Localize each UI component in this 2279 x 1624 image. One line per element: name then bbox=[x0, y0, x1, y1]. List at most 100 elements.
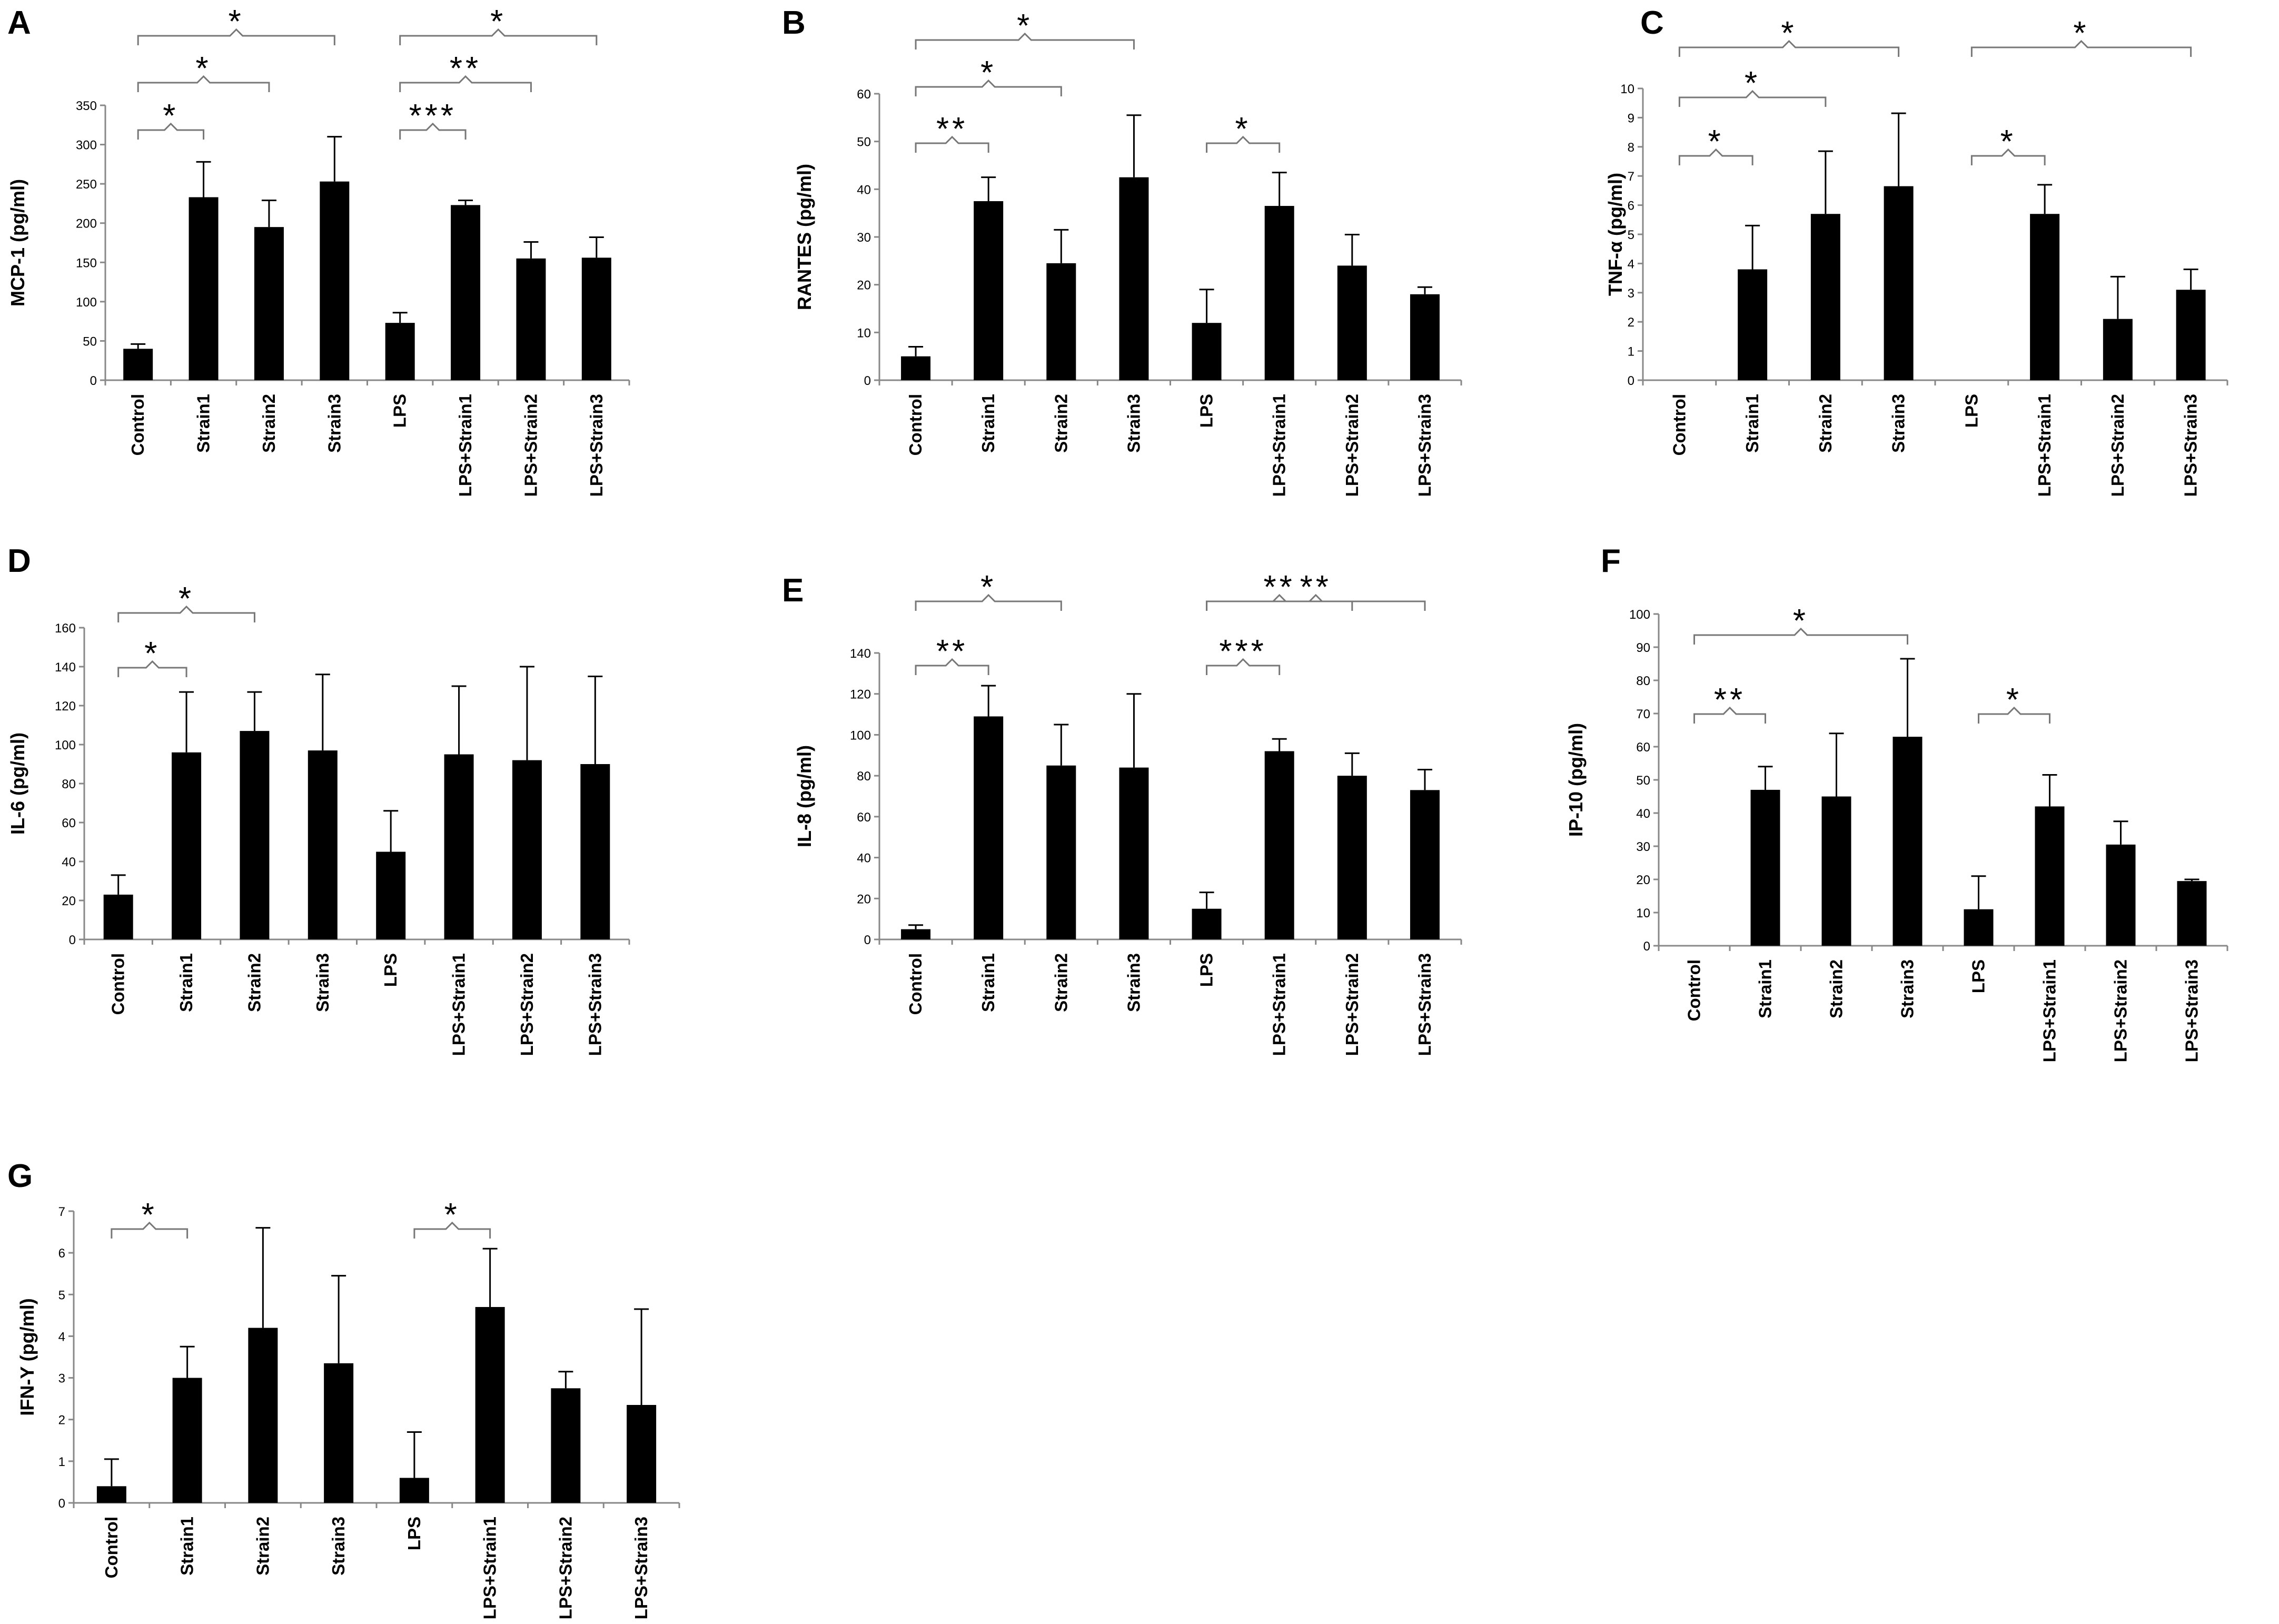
significance-label: * bbox=[444, 1197, 460, 1233]
x-tick-label: Strain3 bbox=[1124, 953, 1143, 1012]
y-tick-label: 2 bbox=[58, 1413, 65, 1428]
significance-bracket bbox=[1693, 627, 1908, 645]
y-axis-label: IP-10 (pg/ml) bbox=[1565, 723, 1587, 837]
y-tick-label: 9 bbox=[1628, 111, 1634, 125]
chart-panel-c: C TNF-α (pg/ml) 0 1 2 3 4 5 6 7 8 9 10 Control Strain1… bbox=[1604, 5, 2228, 497]
x-tick-label: LPS+Strain3 bbox=[631, 1517, 651, 1619]
y-tick-label: 50 bbox=[83, 334, 97, 349]
y-tick-label: 10 bbox=[1620, 82, 1634, 96]
chart-panel-e: E IL-8 (pg/ml) 0 20 40 60 80 100 120 140 Control St… bbox=[782, 569, 1462, 1056]
y-tick-label: 300 bbox=[76, 138, 97, 153]
bar bbox=[2106, 844, 2136, 946]
y-tick-label: 100 bbox=[1629, 608, 1650, 622]
bar bbox=[240, 731, 270, 939]
y-tick-label: 0 bbox=[58, 1497, 65, 1511]
y-tick-label: 10 bbox=[857, 326, 871, 340]
bar bbox=[320, 181, 350, 380]
bar bbox=[1119, 177, 1149, 380]
bar bbox=[2030, 214, 2060, 380]
bar bbox=[580, 764, 610, 939]
y-tick-label: 40 bbox=[857, 183, 871, 197]
significance-label: * bbox=[163, 98, 179, 134]
x-tick-label: Control bbox=[128, 394, 147, 455]
y-tick-label: 30 bbox=[857, 231, 871, 245]
significance-label: * bbox=[179, 581, 194, 617]
bar bbox=[1410, 294, 1440, 380]
bar bbox=[324, 1363, 354, 1503]
x-tick-label: Strain1 bbox=[1742, 394, 1762, 453]
y-tick-label: 20 bbox=[1636, 873, 1650, 887]
x-tick-label: LPS+Strain1 bbox=[2040, 959, 2059, 1062]
y-tick-label: 30 bbox=[1636, 840, 1650, 854]
x-tick-label: Strain1 bbox=[978, 394, 998, 453]
bar bbox=[475, 1307, 505, 1503]
significance-label: ** bbox=[1714, 682, 1746, 718]
significance-label: * bbox=[1781, 15, 1797, 52]
bar bbox=[627, 1405, 657, 1503]
x-tick-label: LPS+Strain3 bbox=[585, 953, 605, 1056]
x-tick-label: Strain2 bbox=[253, 1517, 272, 1576]
significance-bracket bbox=[915, 32, 1135, 49]
bar bbox=[2177, 881, 2207, 946]
bar bbox=[123, 349, 153, 380]
y-tick-label: 60 bbox=[857, 810, 871, 825]
significance-bracket bbox=[111, 1221, 189, 1239]
y-tick-label: 100 bbox=[850, 728, 871, 742]
y-tick-label: 160 bbox=[55, 621, 76, 636]
y-tick-label: 20 bbox=[62, 894, 76, 908]
y-tick-label: 140 bbox=[850, 647, 871, 661]
x-tick-label: Control bbox=[108, 953, 128, 1015]
significance-bracket bbox=[1206, 135, 1281, 153]
y-tick-label: 5 bbox=[1628, 228, 1634, 242]
bar bbox=[1119, 767, 1149, 939]
x-tick-label: LPS+Strain3 bbox=[587, 394, 606, 497]
significance-label: * bbox=[2073, 15, 2089, 52]
panel-letter: B bbox=[782, 5, 806, 41]
x-tick-label: Strain3 bbox=[1898, 959, 1917, 1018]
x-tick-label: LPS+Strain3 bbox=[1415, 953, 1434, 1056]
y-tick-label: 6 bbox=[58, 1246, 65, 1261]
significance-bracket bbox=[915, 658, 989, 675]
x-tick-label: Strain1 bbox=[978, 953, 998, 1012]
bar bbox=[1410, 790, 1440, 939]
bar bbox=[248, 1328, 278, 1503]
significance-label: ** bbox=[1264, 569, 1295, 606]
y-axis-label: RANTES (pg/ml) bbox=[794, 164, 815, 310]
y-tick-label: 1 bbox=[58, 1455, 65, 1469]
y-tick-label: 200 bbox=[76, 217, 97, 231]
x-tick-label: Control bbox=[1685, 959, 1704, 1021]
x-tick-label: LPS bbox=[404, 1517, 424, 1550]
bar bbox=[1892, 737, 1923, 946]
panel-letter: D bbox=[7, 543, 31, 579]
y-tick-label: 20 bbox=[857, 892, 871, 906]
x-tick-label: Strain1 bbox=[177, 1517, 197, 1576]
x-tick-label: LPS bbox=[390, 394, 410, 428]
bar bbox=[444, 754, 474, 939]
x-tick-label: Strain3 bbox=[1889, 394, 1908, 453]
bar bbox=[974, 201, 1004, 380]
significance-label: * bbox=[2000, 124, 2016, 160]
x-tick-label: Control bbox=[1669, 394, 1689, 455]
x-tick-label: Strain2 bbox=[1051, 394, 1071, 453]
significance-bracket bbox=[1206, 593, 1426, 611]
x-tick-label: Strain1 bbox=[1756, 959, 1775, 1018]
x-tick-label: LPS+Strain1 bbox=[1270, 394, 1289, 497]
panel-letter: F bbox=[1601, 543, 1621, 579]
bar bbox=[1337, 265, 1367, 380]
x-tick-label: Strain3 bbox=[324, 394, 344, 453]
y-tick-label: 5 bbox=[58, 1288, 65, 1302]
y-tick-label: 80 bbox=[1636, 674, 1650, 688]
x-tick-label: LPS bbox=[1961, 394, 1981, 428]
bar bbox=[901, 356, 931, 380]
y-tick-label: 0 bbox=[1643, 939, 1650, 954]
significance-label: ** bbox=[936, 111, 968, 147]
x-tick-label: Strain2 bbox=[1051, 953, 1071, 1012]
x-tick-label: Strain3 bbox=[313, 953, 332, 1012]
x-tick-label: LPS+Strain3 bbox=[2182, 959, 2202, 1062]
significance-label: * bbox=[2006, 682, 2022, 718]
chart-panel-a: A MCP-1 (pg/ml) 0 50 100 150 200 250 300 350 Contr… bbox=[7, 4, 630, 497]
significance-label: * bbox=[1235, 111, 1251, 147]
significance-bracket bbox=[1678, 39, 1900, 57]
y-tick-label: 250 bbox=[76, 177, 97, 192]
x-tick-label: LPS+Strain1 bbox=[455, 394, 475, 497]
